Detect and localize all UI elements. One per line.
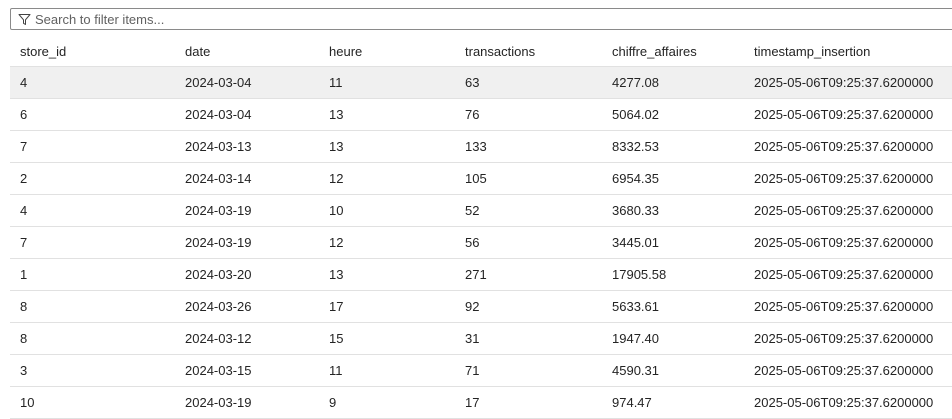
table-cell-chiffre-affaires: 5633.61 bbox=[612, 299, 659, 314]
table-cell-heure: 10 bbox=[329, 203, 344, 218]
table-cell-heure: 13 bbox=[329, 267, 344, 282]
column-header-timestamp-insertion[interactable]: timestamp_insertion bbox=[754, 43, 871, 59]
column-header-heure[interactable]: heure bbox=[329, 43, 363, 59]
table-cell-heure: 13 bbox=[329, 107, 344, 122]
table-header: store_id date heure transactions chiffre… bbox=[10, 36, 952, 67]
column-header-chiffre-affaires[interactable]: chiffre_affaires bbox=[612, 43, 697, 59]
table-cell-chiffre-affaires: 4590.31 bbox=[612, 363, 659, 378]
table-cell-date: 2024-03-13 bbox=[185, 139, 252, 154]
table-cell-date: 2024-03-20 bbox=[185, 267, 252, 282]
table-row[interactable]: 10 2024-03-19 9 17 974.47 2025-05-06T09:25:37… bbox=[10, 387, 952, 419]
table-cell-store-id: 3 bbox=[20, 363, 28, 378]
table-cell-chiffre-affaires: 3445.01 bbox=[612, 235, 659, 250]
table-cell-heure: 15 bbox=[329, 331, 344, 346]
table-cell-chiffre-affaires: 8332.53 bbox=[612, 139, 659, 154]
table-row[interactable]: 2 2024-03-14 12 105 6954.35 2025-05-06T09:25:… bbox=[10, 163, 952, 195]
table-cell-heure: 17 bbox=[329, 299, 344, 314]
table-cell-store-id: 7 bbox=[20, 235, 28, 250]
filter-icon bbox=[16, 11, 32, 27]
table-cell-timestamp-insertion: 2025-05-06T09:25:37.6200000 bbox=[754, 235, 934, 250]
table-cell-store-id: 2 bbox=[20, 171, 28, 186]
table-cell-date: 2024-03-19 bbox=[185, 203, 252, 218]
table-cell-store-id: 10 bbox=[20, 395, 35, 410]
data-table: store_id date heure transactions chiffre… bbox=[10, 36, 952, 419]
table-cell-chiffre-affaires: 17905.58 bbox=[612, 267, 667, 282]
column-header-store-id[interactable]: store_id bbox=[20, 43, 67, 59]
table-cell-chiffre-affaires: 4277.08 bbox=[612, 75, 659, 90]
table-cell-timestamp-insertion: 2025-05-06T09:25:37.6200000 bbox=[754, 267, 934, 282]
table-cell-timestamp-insertion: 2025-05-06T09:25:37.6200000 bbox=[754, 331, 934, 346]
table-cell-date: 2024-03-26 bbox=[185, 299, 252, 314]
table-row[interactable]: 4 2024-03-19 10 52 3680.33 2025-05-06T09:25:3… bbox=[10, 195, 952, 227]
table-cell-store-id: 7 bbox=[20, 139, 28, 154]
table-cell-date: 2024-03-19 bbox=[185, 235, 252, 250]
table-cell-heure: 9 bbox=[329, 395, 337, 410]
table-cell-timestamp-insertion: 2025-05-06T09:25:37.6200000 bbox=[754, 299, 934, 314]
column-header-date[interactable]: date bbox=[185, 43, 211, 59]
table-cell-chiffre-affaires: 5064.02 bbox=[612, 107, 659, 122]
table-cell-date: 2024-03-14 bbox=[185, 171, 252, 186]
table-cell-timestamp-insertion: 2025-05-06T09:25:37.6200000 bbox=[754, 363, 934, 378]
table-cell-timestamp-insertion: 2025-05-06T09:25:37.6200000 bbox=[754, 203, 934, 218]
table-cell-transactions: 133 bbox=[465, 139, 487, 154]
table-row[interactable]: 3 2024-03-15 11 71 4590.31 2025-05-06T09:25:3… bbox=[10, 355, 952, 387]
filter-input[interactable] bbox=[35, 11, 952, 27]
table-cell-date: 2024-03-04 bbox=[185, 75, 252, 90]
table-cell-store-id: 4 bbox=[20, 203, 28, 218]
table-cell-transactions: 105 bbox=[465, 171, 487, 186]
table-row[interactable]: 7 2024-03-13 13 133 8332.53 2025-05-06T09:25:… bbox=[10, 131, 952, 163]
table-row[interactable]: 4 2024-03-04 11 63 4277.08 2025-05-06T09:25:3… bbox=[10, 67, 952, 99]
table-cell-transactions: 31 bbox=[465, 331, 480, 346]
table-cell-heure: 12 bbox=[329, 235, 344, 250]
filter-bar[interactable] bbox=[10, 8, 952, 30]
table-cell-heure: 11 bbox=[329, 363, 343, 378]
column-header-transactions[interactable]: transactions bbox=[465, 43, 536, 59]
table-cell-transactions: 71 bbox=[465, 363, 480, 378]
table-cell-date: 2024-03-12 bbox=[185, 331, 252, 346]
table-cell-store-id: 6 bbox=[20, 107, 28, 122]
table-cell-timestamp-insertion: 2025-05-06T09:25:37.6200000 bbox=[754, 139, 934, 154]
table-cell-store-id: 4 bbox=[20, 75, 28, 90]
table-cell-transactions: 76 bbox=[465, 107, 480, 122]
table-row[interactable]: 1 2024-03-20 13 271 17905.58 2025-05-06T09:25… bbox=[10, 259, 952, 291]
table-row[interactable]: 8 2024-03-26 17 92 5633.61 2025-05-06T09:25:3… bbox=[10, 291, 952, 323]
table-cell-chiffre-affaires: 974.47 bbox=[612, 395, 652, 410]
table-cell-chiffre-affaires: 1947.40 bbox=[612, 331, 659, 346]
table-cell-timestamp-insertion: 2025-05-06T09:25:37.6200000 bbox=[754, 395, 934, 410]
table-row[interactable]: 6 2024-03-04 13 76 5064.02 2025-05-06T09:25:3… bbox=[10, 99, 952, 131]
table-cell-date: 2024-03-04 bbox=[185, 107, 252, 122]
table-cell-transactions: 92 bbox=[465, 299, 480, 314]
table-cell-date: 2024-03-15 bbox=[185, 363, 252, 378]
table-cell-chiffre-affaires: 3680.33 bbox=[612, 203, 659, 218]
table-cell-timestamp-insertion: 2025-05-06T09:25:37.6200000 bbox=[754, 107, 934, 122]
table-cell-heure: 13 bbox=[329, 139, 344, 154]
table-body: 4 2024-03-04 11 63 4277.08 2025-05-06T09:25:3… bbox=[10, 67, 952, 419]
table-cell-timestamp-insertion: 2025-05-06T09:25:37.6200000 bbox=[754, 171, 934, 186]
table-cell-transactions: 52 bbox=[465, 203, 480, 218]
table-cell-store-id: 8 bbox=[20, 299, 28, 314]
table-cell-transactions: 271 bbox=[465, 267, 487, 282]
table-cell-chiffre-affaires: 6954.35 bbox=[612, 171, 659, 186]
table-cell-store-id: 1 bbox=[20, 267, 28, 282]
table-cell-store-id: 8 bbox=[20, 331, 28, 346]
table-cell-transactions: 56 bbox=[465, 235, 480, 250]
table-cell-heure: 12 bbox=[329, 171, 344, 186]
table-row[interactable]: 7 2024-03-19 12 56 3445.01 2025-05-06T09:25:3… bbox=[10, 227, 952, 259]
table-cell-date: 2024-03-19 bbox=[185, 395, 252, 410]
table-row[interactable]: 8 2024-03-12 15 31 1947.40 2025-05-06T09:25:3… bbox=[10, 323, 952, 355]
table-cell-transactions: 17 bbox=[465, 395, 480, 410]
table-cell-transactions: 63 bbox=[465, 75, 480, 90]
table-cell-timestamp-insertion: 2025-05-06T09:25:37.6200000 bbox=[754, 75, 934, 90]
table-cell-heure: 11 bbox=[329, 75, 343, 90]
